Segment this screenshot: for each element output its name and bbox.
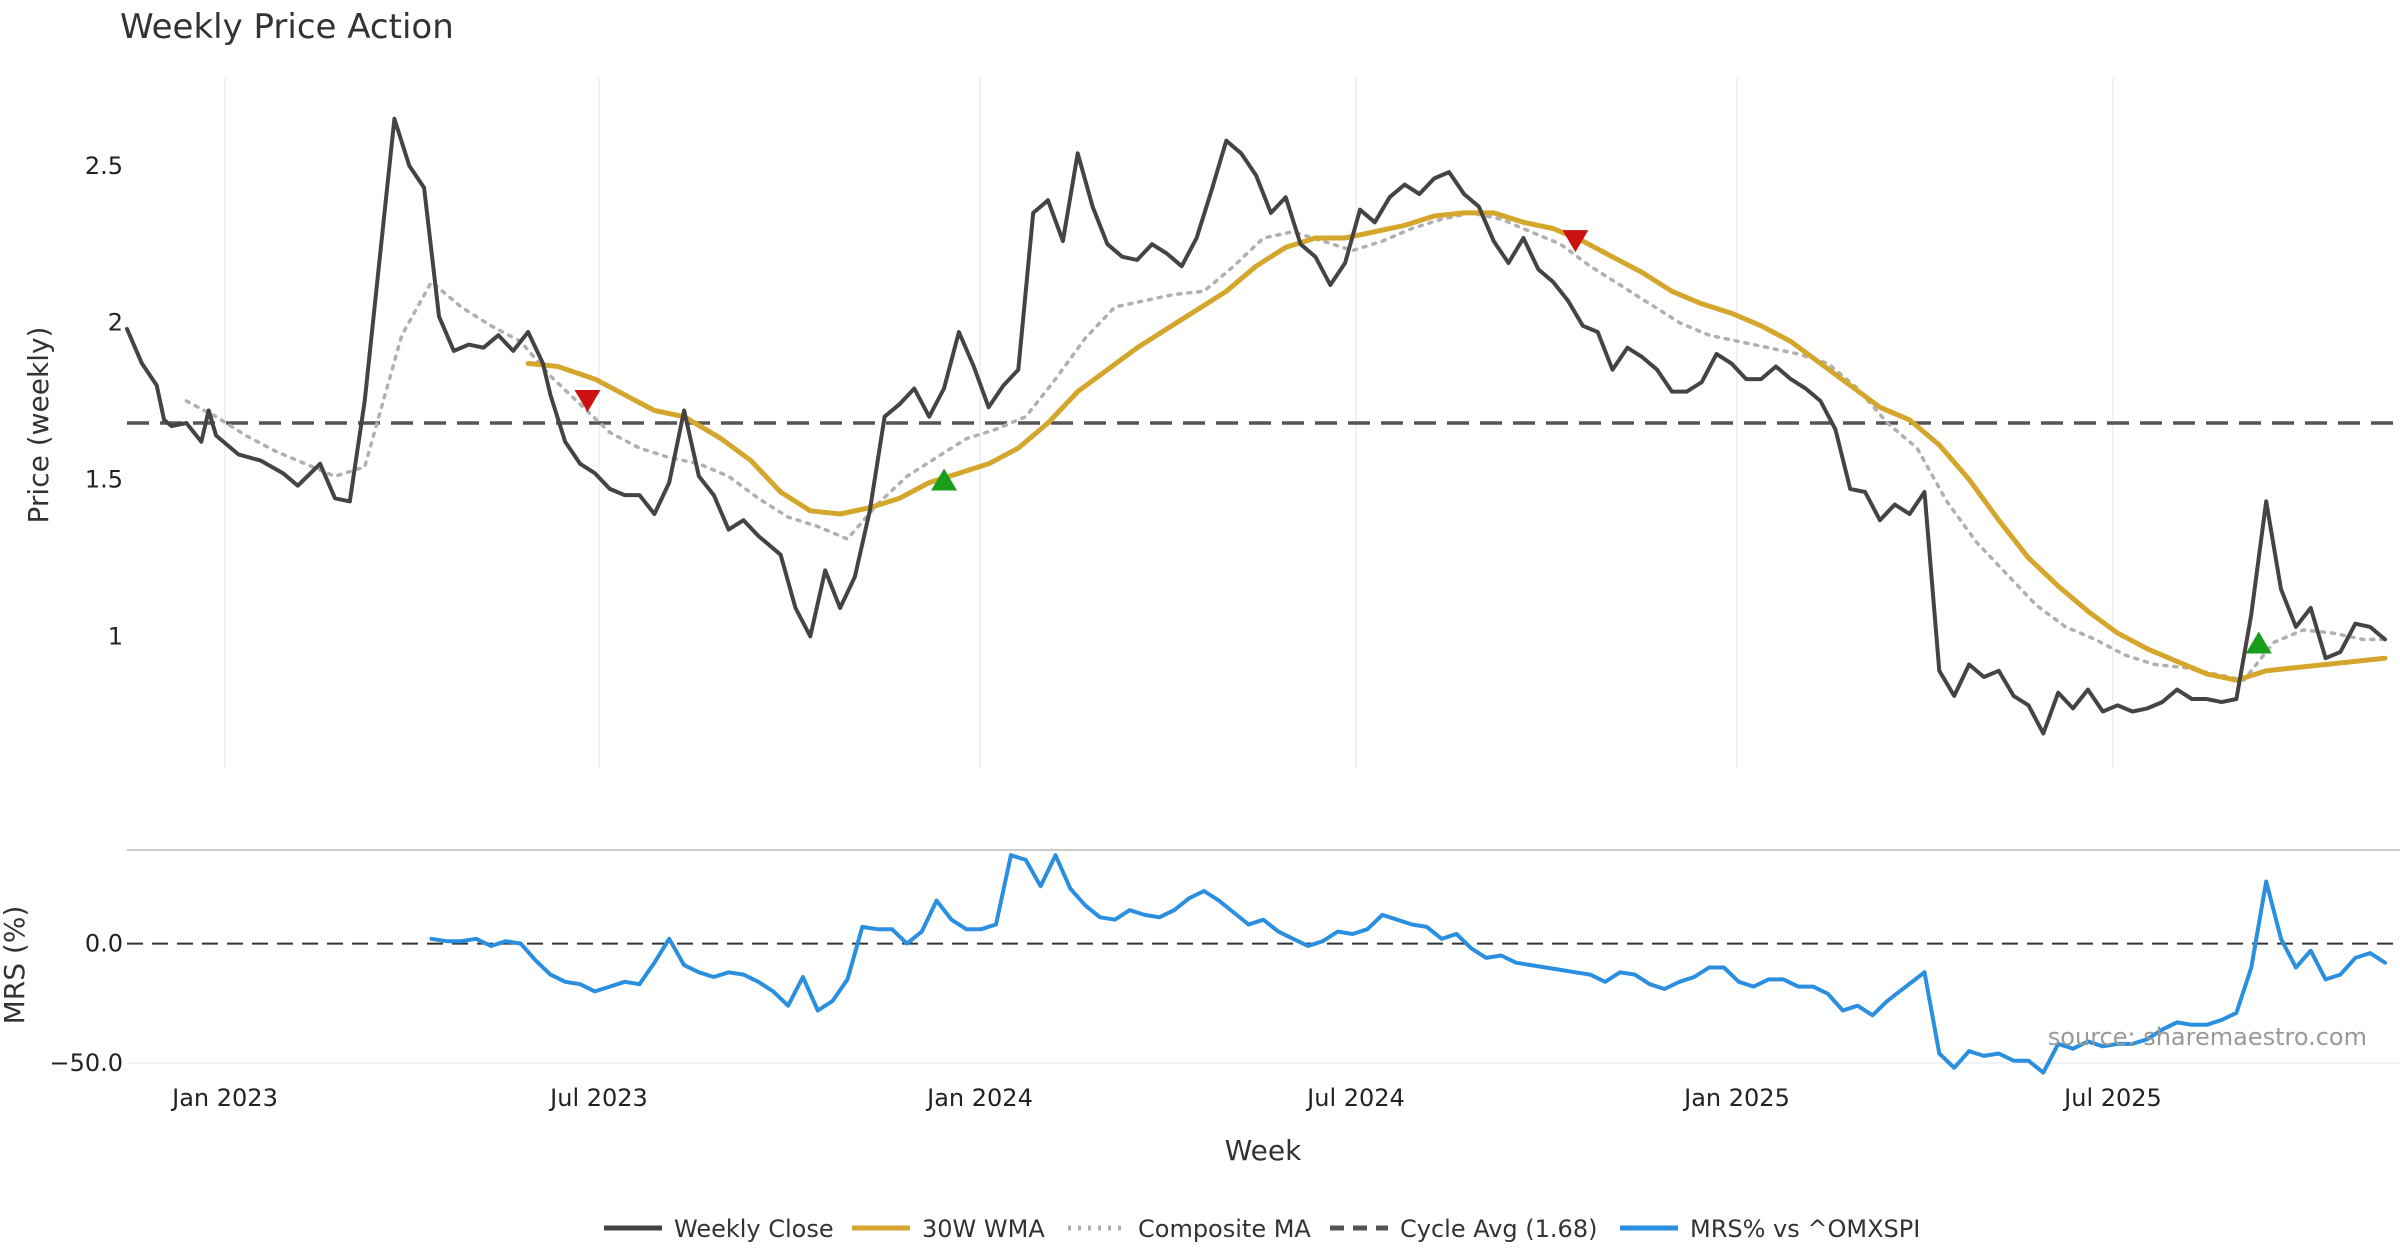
price-y-tick-label: 1	[108, 622, 123, 650]
price-panel: 1 1.5 2 2.5	[85, 78, 2400, 768]
buy-signal-marker	[931, 468, 958, 491]
x-tick-label: Jan 2024	[925, 1084, 1033, 1112]
price-y-tick-label: 2	[108, 309, 123, 337]
wma-30w-line	[525, 210, 2388, 683]
x-tick-label: Jan 2023	[170, 1084, 278, 1112]
price-y-axis-label: Price (weekly)	[22, 327, 55, 524]
legend-label-composite: Composite MA	[1138, 1215, 1311, 1243]
source-note: source: sharemaestro.com	[2048, 1023, 2367, 1051]
mrs-y-tick-label: −50.0	[49, 1049, 123, 1077]
x-tick-label: Jul 2023	[548, 1084, 648, 1112]
x-tick-label: Jan 2025	[1682, 1084, 1790, 1112]
price-y-tick-label: 2.5	[85, 152, 123, 180]
mrs-panel: 0.0 −50.0	[49, 849, 2400, 1077]
chart-title: Weekly Price Action	[120, 7, 454, 47]
sell-signal-marker	[574, 390, 601, 413]
legend-label-close: Weekly Close	[674, 1215, 834, 1243]
legend-label-cycle: Cycle Avg (1.68)	[1400, 1215, 1597, 1243]
buy-signal-marker	[2245, 631, 2272, 654]
sell-signal-marker	[1562, 230, 1589, 253]
x-tick-label: Jul 2025	[2062, 1084, 2162, 1112]
composite-ma-line	[184, 211, 2387, 682]
mrs-y-tick-label: 0.0	[85, 930, 123, 958]
price-y-tick-label: 1.5	[85, 465, 123, 493]
x-tick-label: Jul 2024	[1305, 1084, 1405, 1112]
weekly-close-line	[125, 116, 2387, 736]
legend-label-wma: 30W WMA	[922, 1215, 1045, 1243]
x-axis-label: Week	[1225, 1134, 1302, 1167]
mrs-line	[429, 853, 2387, 1075]
legend-label-mrs: MRS% vs ^OMXSPI	[1690, 1215, 1920, 1243]
legend: Weekly Close 30W WMA Composite MA Cycle Avg…	[604, 1215, 1920, 1243]
mrs-y-axis-label: MRS (%)	[0, 906, 31, 1025]
x-tick-labels: Jan 2023 Jul 2023 Jan 2024 Jul 2024 Jan 2025…	[170, 1084, 2162, 1112]
